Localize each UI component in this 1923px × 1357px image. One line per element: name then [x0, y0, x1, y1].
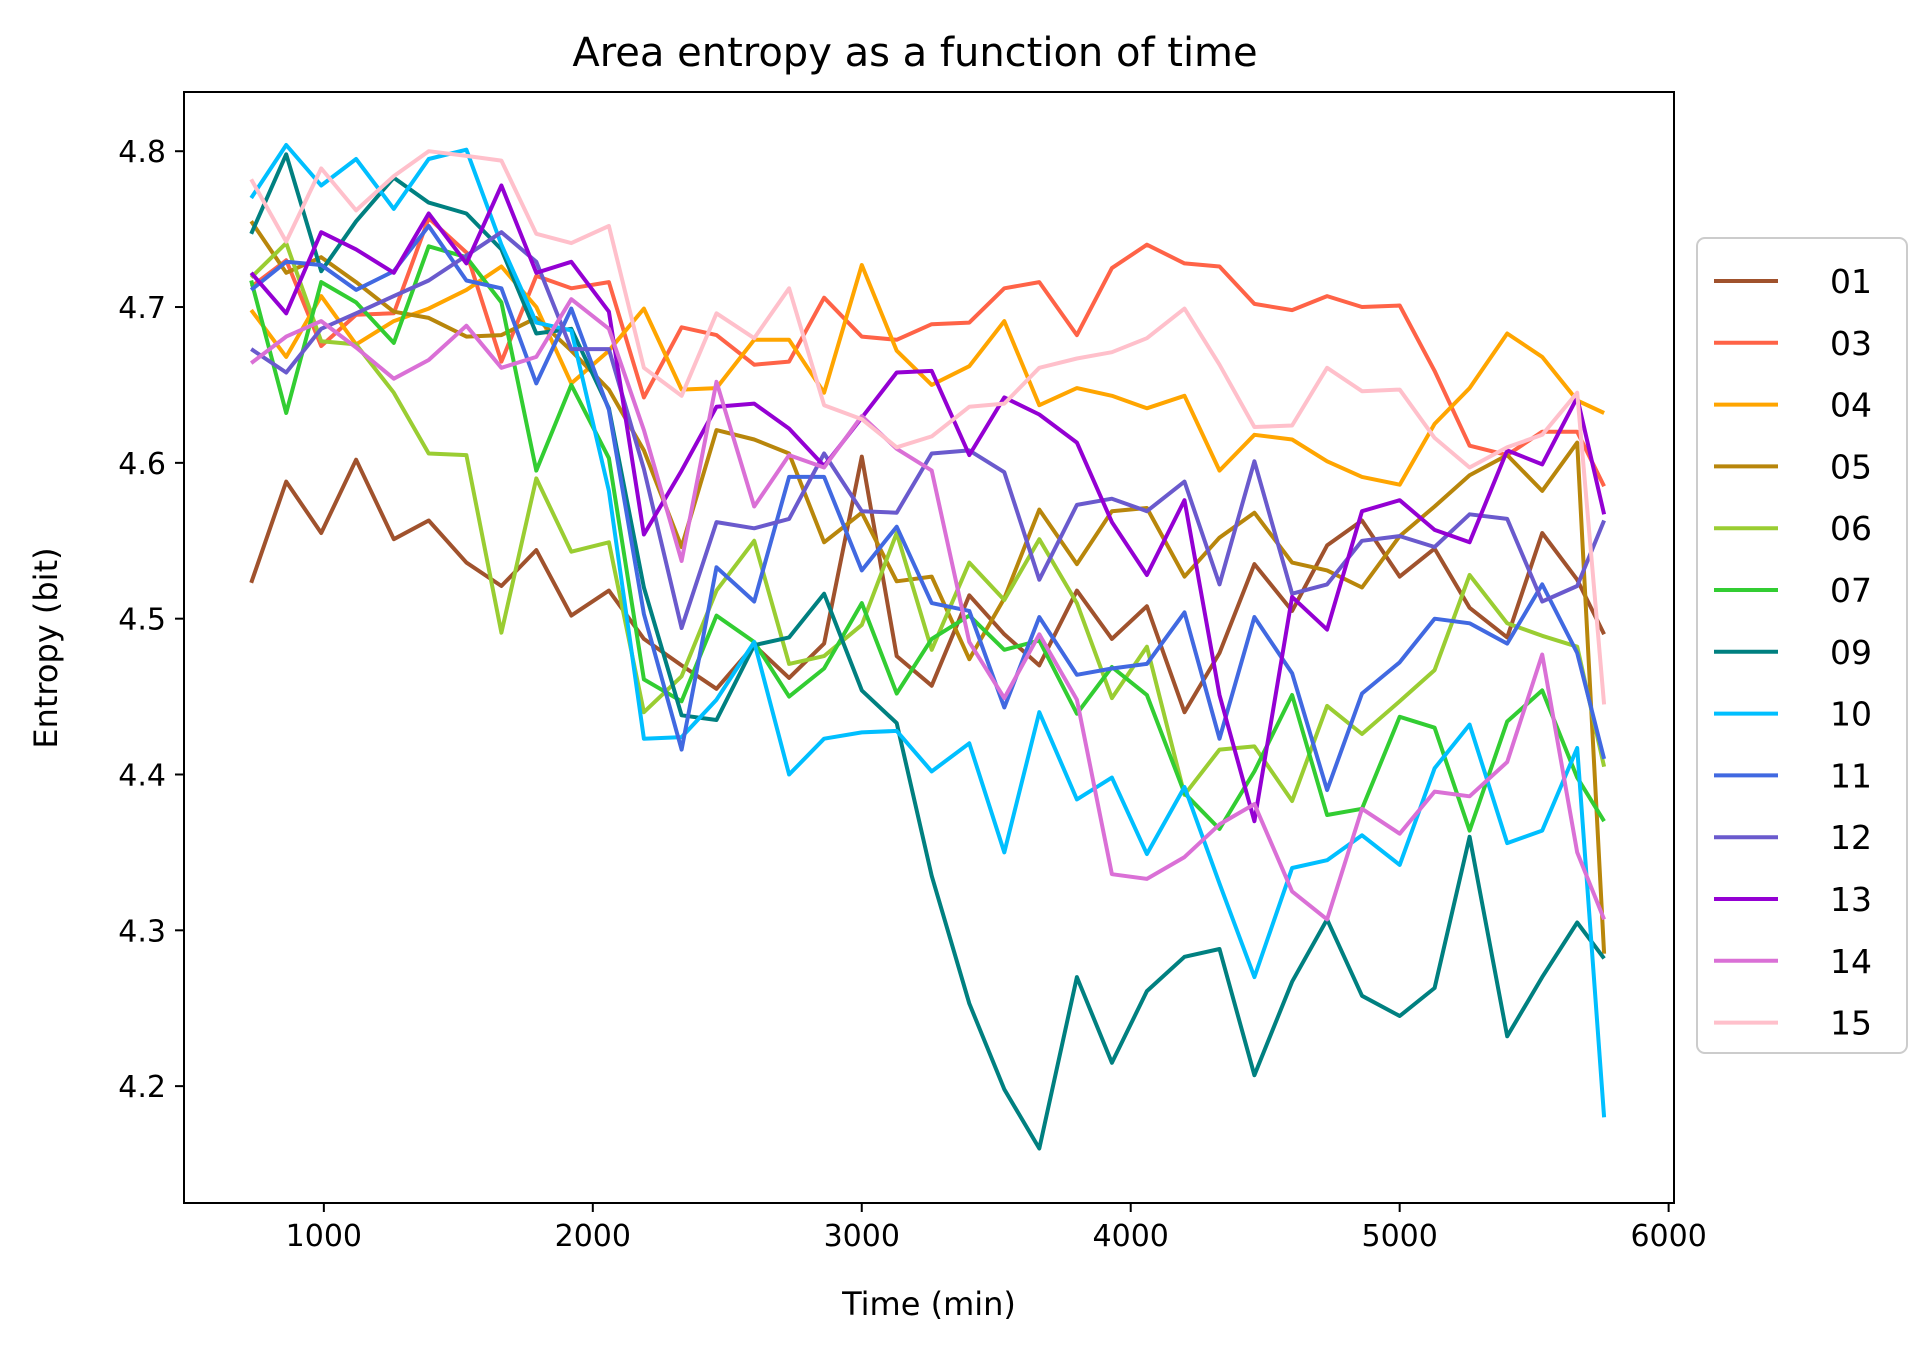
y-tick-label: 4.5 [118, 603, 166, 638]
legend-label-06: 06 [1830, 509, 1872, 548]
x-axis: 1000 2000 3000 4000 5000 6000 [286, 1203, 1707, 1254]
legend-label-10: 10 [1830, 695, 1872, 734]
legend-label-13: 13 [1830, 880, 1872, 919]
x-tick-label: 5000 [1361, 1219, 1437, 1254]
series-line-06 [249, 241, 1607, 803]
x-tick-label: 2000 [555, 1219, 631, 1254]
legend-label-05: 05 [1830, 447, 1872, 486]
series-layer [249, 143, 1607, 1151]
series-line-11 [249, 224, 1607, 793]
x-tick-label: 3000 [824, 1219, 900, 1254]
series-line-09 [249, 152, 1606, 1151]
y-axis-title: Entropy (bit) [27, 547, 65, 748]
legend-label-07: 07 [1830, 571, 1872, 610]
y-tick-label: 4.2 [118, 1070, 166, 1105]
legend-label-11: 11 [1830, 756, 1872, 795]
series-line-01 [249, 454, 1606, 715]
legend-label-03: 03 [1830, 324, 1872, 363]
series-line-10 [249, 143, 1607, 1118]
y-tick-label: 4.4 [118, 758, 166, 793]
legend-label-09: 09 [1830, 633, 1872, 672]
series-line-12 [250, 230, 1606, 630]
x-tick-label: 1000 [286, 1219, 362, 1254]
x-tick-label: 4000 [1093, 1219, 1169, 1254]
y-tick-label: 4.6 [118, 447, 166, 482]
legend: 01 03 04 05 06 07 09 10 11 12 13 14 15 [1696, 237, 1908, 1054]
y-tick-label: 4.3 [118, 914, 166, 949]
legend-label-01: 01 [1830, 262, 1872, 301]
legend-frame [1696, 237, 1908, 1054]
series-line-05 [249, 220, 1607, 954]
series-line-15 [249, 149, 1607, 705]
series-line-07 [249, 244, 1606, 833]
series-line-03 [249, 216, 1606, 488]
legend-label-15: 15 [1830, 1004, 1872, 1043]
series-line-13 [249, 183, 1607, 824]
y-tick-label: 4.8 [118, 135, 166, 170]
chart-title: Area entropy as a function of time [572, 30, 1257, 76]
series-line-14 [249, 297, 1606, 922]
legend-label-14: 14 [1830, 942, 1872, 981]
y-tick-label: 4.7 [118, 291, 166, 326]
plot-frame [183, 91, 1675, 1204]
legend-label-04: 04 [1830, 386, 1872, 425]
legend-label-12: 12 [1830, 818, 1872, 857]
y-axis: 4.2 4.3 4.4 4.5 4.6 4.7 4.8 [118, 135, 184, 1105]
x-tick-label: 6000 [1630, 1219, 1706, 1254]
x-axis-title: Time (min) [841, 1285, 1016, 1323]
